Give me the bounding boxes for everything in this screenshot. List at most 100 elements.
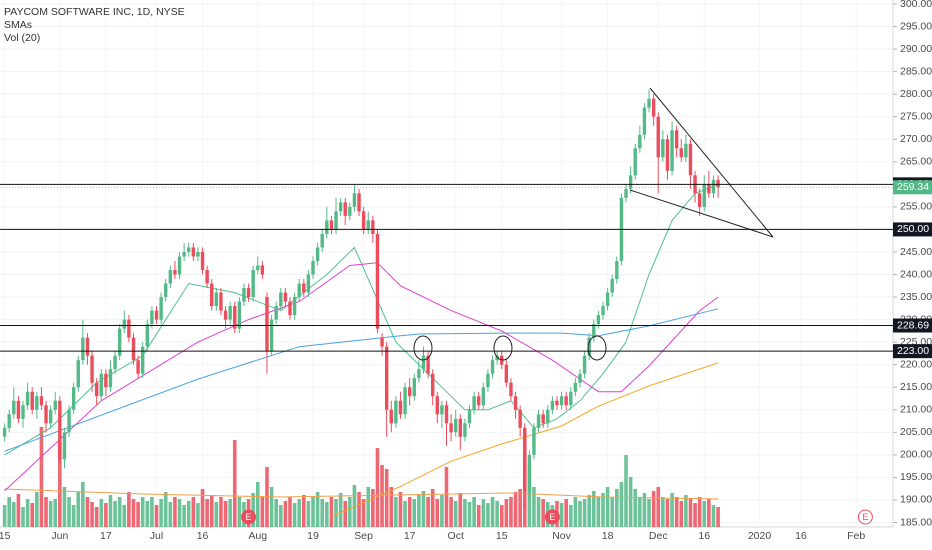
volume-bar: [467, 502, 472, 527]
candle-body: [311, 260, 315, 275]
x-tick-label: Oct: [448, 530, 464, 542]
volume-bar: [232, 440, 237, 527]
volume-bar: [228, 499, 232, 527]
volume-bar: [348, 497, 352, 527]
candle-body: [39, 396, 44, 406]
y-tick-label: 280.00: [900, 88, 932, 100]
candle-body: [21, 405, 25, 419]
candle-body: [7, 414, 11, 428]
volume-bar: [384, 469, 389, 527]
candle-body: [297, 283, 301, 298]
y-tick-label: 255.00: [900, 201, 932, 213]
volume-bar: [476, 505, 481, 527]
volume-bar: [251, 493, 255, 527]
candle-body: [389, 409, 393, 424]
volume-bar: [338, 493, 343, 527]
candle-body: [702, 184, 706, 207]
volume-bar: [707, 499, 711, 527]
volume-bar: [472, 497, 476, 527]
volume-pane: [2, 427, 720, 527]
candle-body: [25, 391, 30, 406]
volume-bar: [311, 497, 315, 527]
volume-bar: [615, 489, 619, 527]
x-tick-label: Dec: [649, 530, 668, 542]
candle-body: [527, 454, 532, 491]
volume-bar: [81, 482, 85, 527]
y-tick-label: 290.00: [900, 43, 932, 55]
volume-bar: [619, 482, 624, 527]
x-tick-label: 16: [197, 530, 209, 542]
sma-line: [4, 262, 719, 492]
candle-body: [371, 220, 375, 234]
volume-bar: [697, 497, 702, 527]
volume-bar: [398, 492, 403, 527]
volume-bar: [610, 497, 615, 527]
volume-bar: [624, 455, 628, 527]
candle-body: [587, 337, 591, 356]
volume-bar: [173, 497, 177, 527]
volume-bar: [62, 487, 67, 527]
candle-body: [449, 423, 453, 433]
volume-bar: [674, 497, 679, 527]
candle-body: [182, 251, 186, 257]
candle-body: [94, 382, 99, 397]
volume-bar: [628, 477, 633, 527]
volume-bar: [58, 442, 62, 527]
candle-body: [85, 337, 90, 356]
volume-bar: [159, 499, 163, 527]
candle-body: [44, 405, 48, 424]
volume-bar: [104, 503, 108, 527]
volume-bar: [688, 499, 693, 527]
candle-body: [463, 423, 467, 437]
y-tick-label: 200.00: [900, 449, 932, 461]
y-tick-label: 205.00: [900, 426, 932, 438]
volume-bar: [39, 427, 44, 527]
volume-bar: [361, 499, 366, 527]
volume-bar: [481, 499, 486, 527]
volume-bar: [463, 499, 467, 527]
candle-body: [196, 251, 200, 257]
volume-bar: [375, 448, 380, 527]
trendline: [649, 87, 774, 238]
volume-bar: [302, 495, 306, 527]
candle-body: [177, 256, 182, 275]
candle-body: [292, 297, 297, 316]
candle-body: [228, 306, 232, 320]
y-tick-label: 240.00: [900, 268, 932, 280]
volume-bar: [591, 491, 596, 527]
volume-bar: [209, 495, 214, 527]
candle-body: [656, 116, 660, 158]
candle-body: [384, 346, 389, 410]
candle-body: [251, 270, 255, 298]
volume-bar: [495, 501, 499, 527]
volume-bar: [200, 489, 205, 527]
volume-bar: [444, 467, 449, 527]
level-label: 223.00: [897, 345, 929, 357]
candle-body: [320, 233, 324, 248]
level-label-box: [893, 318, 932, 333]
volume-ma-line: [4, 488, 719, 500]
candle-body: [684, 143, 688, 158]
candle-body: [454, 418, 458, 433]
volume-bar: [182, 505, 186, 527]
candle-body: [279, 292, 283, 307]
volume-bar: [186, 501, 191, 527]
volume-bar: [693, 503, 697, 527]
chart-title: PAYCOM SOFTWARE INC, 1D, NYSE: [4, 6, 185, 18]
candle-body: [205, 270, 209, 284]
volume-bar: [513, 492, 518, 527]
volume-bar: [269, 487, 274, 527]
volume-bar: [435, 499, 440, 527]
candle-body: [555, 400, 559, 406]
volume-bar: [53, 499, 58, 527]
candle-body: [412, 378, 416, 397]
volume-bar: [499, 505, 504, 527]
y-tick-label: 185.00: [900, 516, 932, 528]
volume-bar: [711, 505, 716, 527]
candle-body: [633, 148, 637, 176]
volume-bar: [214, 502, 219, 527]
x-tick-label: 2020: [748, 530, 772, 542]
candle-body: [168, 270, 173, 284]
volume-bar: [605, 487, 610, 527]
candle-body: [315, 247, 320, 261]
